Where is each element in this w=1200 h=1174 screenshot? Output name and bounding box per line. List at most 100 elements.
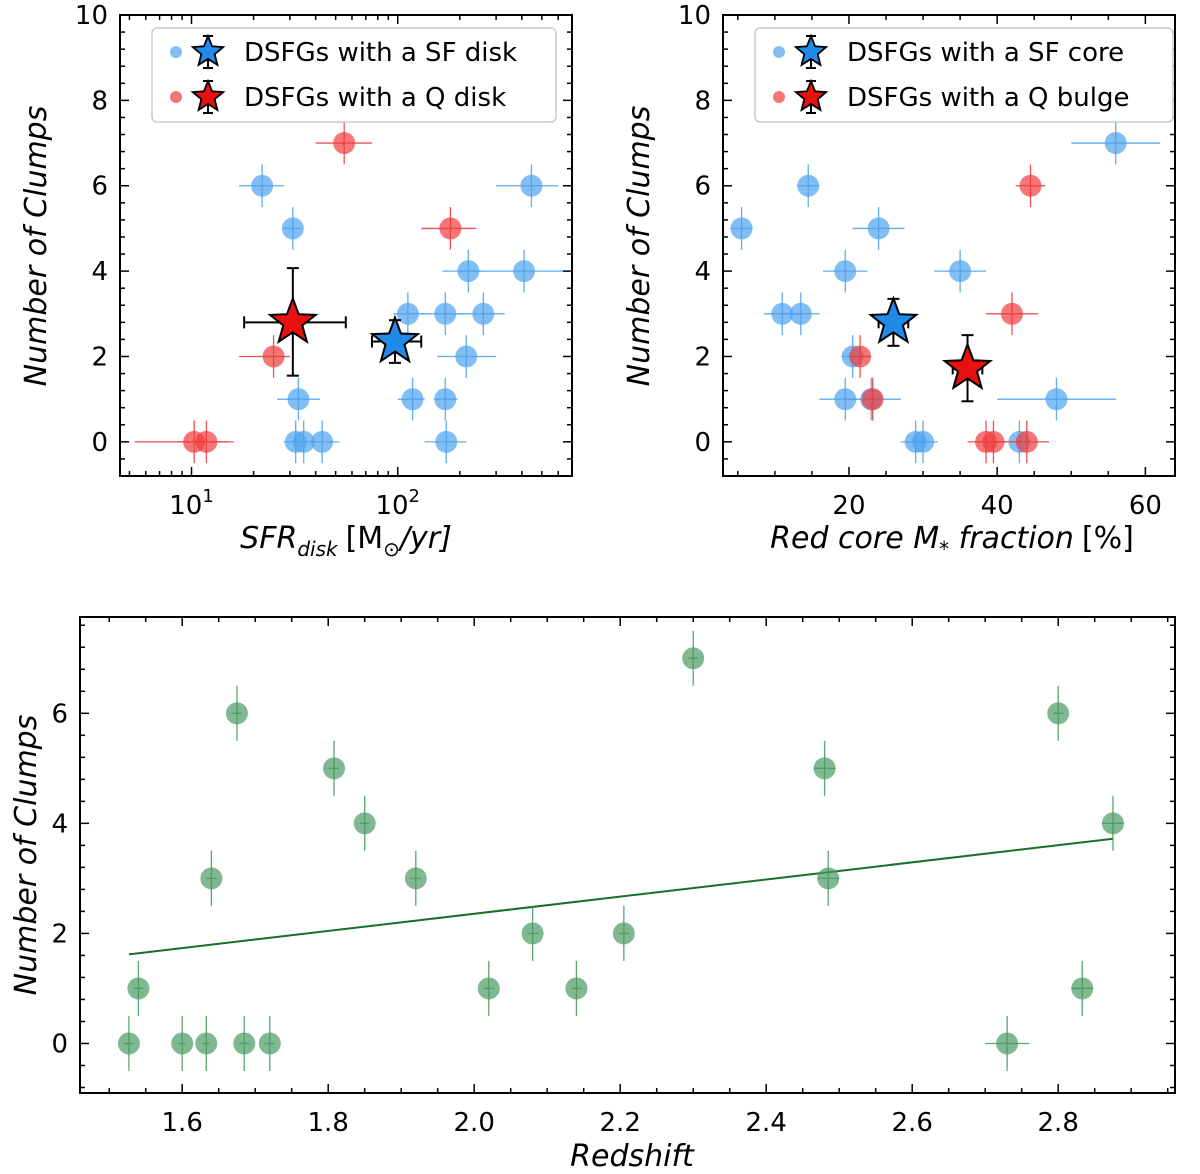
data-point (233, 1032, 256, 1055)
data-point (912, 430, 935, 453)
data-point (281, 217, 304, 240)
core-legend: DSFGs with a SF core DSFGs with a Q bulge (754, 27, 1174, 123)
legend-star (190, 78, 226, 112)
data-point (225, 702, 248, 725)
data-point (834, 388, 857, 411)
data-point (513, 260, 536, 283)
legend-star (190, 33, 226, 67)
x-tick-label: 20 (832, 491, 865, 521)
data-point (195, 1032, 218, 1055)
y-tick-label: 4 (51, 809, 68, 839)
data-point (861, 388, 884, 411)
data-point (834, 260, 857, 283)
data-point (396, 302, 419, 325)
redshift-ticks: 0 2 4 6 1.6 1.8 2.0 2.2 2.4 2.6 2.8 (51, 617, 1175, 1138)
data-point (258, 1032, 281, 1055)
x-tick-label: 1.6 (162, 1108, 203, 1138)
y-tick-label: 8 (694, 86, 711, 116)
data-point (982, 430, 1005, 453)
legend-label: DSFGs with a SF core (847, 38, 1124, 68)
data-point (789, 302, 812, 325)
legend-label: DSFGs with a Q disk (244, 83, 506, 113)
data-point (200, 867, 223, 890)
x-tick-label: 40 (981, 491, 1014, 521)
y-tick-label: 4 (91, 257, 108, 287)
core-x-axis-label: Red core M* fraction [%] (770, 521, 1134, 561)
data-point (1071, 977, 1094, 1000)
panel-redshift: 0 2 4 6 1.6 1.8 2.0 2.2 2.4 2.6 2.8 Redshift Numbe… (9, 616, 1176, 1174)
data-point (996, 1032, 1019, 1055)
y-tick-label: 2 (51, 919, 68, 949)
data-point (435, 430, 458, 453)
data-point (520, 174, 543, 197)
data-point (434, 388, 457, 411)
data-point (455, 345, 478, 368)
data-point (401, 388, 424, 411)
sfr-axes-frame (119, 14, 573, 477)
legend-label: DSFGs with a SF disk (244, 38, 517, 68)
x-tick-label: 2.2 (600, 1108, 641, 1138)
data-point (682, 647, 705, 670)
data-point (333, 132, 356, 155)
data-point (797, 174, 820, 197)
legend-marker (170, 46, 182, 58)
data-point (195, 430, 218, 453)
legend-marker (170, 91, 182, 103)
data-point (311, 430, 334, 453)
data-point (353, 812, 376, 835)
data-point (251, 174, 274, 197)
x-tick-label: 101 (169, 486, 214, 521)
legend-frame (754, 27, 1174, 123)
data-point (477, 977, 500, 1000)
y-tick-label: 10 (678, 1, 711, 31)
y-tick-label: 2 (91, 342, 108, 372)
data-point (434, 302, 457, 325)
y-tick-label: 6 (91, 172, 108, 202)
data-point (439, 217, 462, 240)
data-point (1019, 174, 1042, 197)
data-point (287, 388, 310, 411)
data-point (117, 1032, 140, 1055)
fit-line (128, 837, 1114, 956)
y-tick-label: 6 (51, 699, 68, 729)
legend-label: DSFGs with a Q bulge (847, 83, 1130, 113)
core-y-axis-label: Number of Clumps (622, 106, 657, 387)
data-point (1045, 388, 1068, 411)
data-point (1104, 132, 1127, 155)
data-point (171, 1032, 194, 1055)
redshift-plot-area (117, 630, 1124, 1071)
y-tick-label: 4 (694, 257, 711, 287)
data-point (127, 977, 150, 1000)
data-point (262, 345, 285, 368)
legend-frame (151, 27, 557, 123)
y-tick-label: 6 (694, 172, 711, 202)
data-point (565, 977, 588, 1000)
mean-star (369, 314, 421, 364)
y-tick-label: 0 (51, 1029, 68, 1059)
y-tick-label: 8 (91, 86, 108, 116)
sfr-x-axis-label: SFRdisk [M⊙/yr] (240, 521, 452, 561)
data-point (612, 922, 635, 945)
data-point (323, 757, 346, 780)
mean-star (867, 295, 920, 345)
sfr-y-axis-label: Number of Clumps (19, 106, 54, 387)
x-tick-label: 2.4 (746, 1108, 787, 1138)
data-point (1000, 302, 1023, 325)
data-point (292, 430, 315, 453)
legend-marker (773, 46, 785, 58)
redshift-y-axis-label: Number of Clumps (9, 715, 44, 996)
core-plot-area (730, 121, 1161, 464)
x-tick-label: 2.8 (1038, 1108, 1079, 1138)
data-point (949, 260, 972, 283)
data-point (1101, 812, 1124, 835)
data-point (867, 217, 890, 240)
x-tick-label: 2.0 (454, 1108, 495, 1138)
sfr-legend: DSFGs with a SF disk DSFGs with a Q disk (151, 27, 557, 123)
mean-star (267, 295, 319, 345)
y-tick-label: 0 (91, 428, 108, 458)
panel-sfr: 0 2 4 6 8 10 101 102 SFRdisk [M⊙/yr] Number of C… (19, 1, 573, 561)
data-point (1015, 430, 1038, 453)
data-point (849, 345, 872, 368)
sfr-plot-area (134, 121, 564, 464)
sfr-ticks: 0 2 4 6 8 10 101 102 (75, 1, 573, 521)
